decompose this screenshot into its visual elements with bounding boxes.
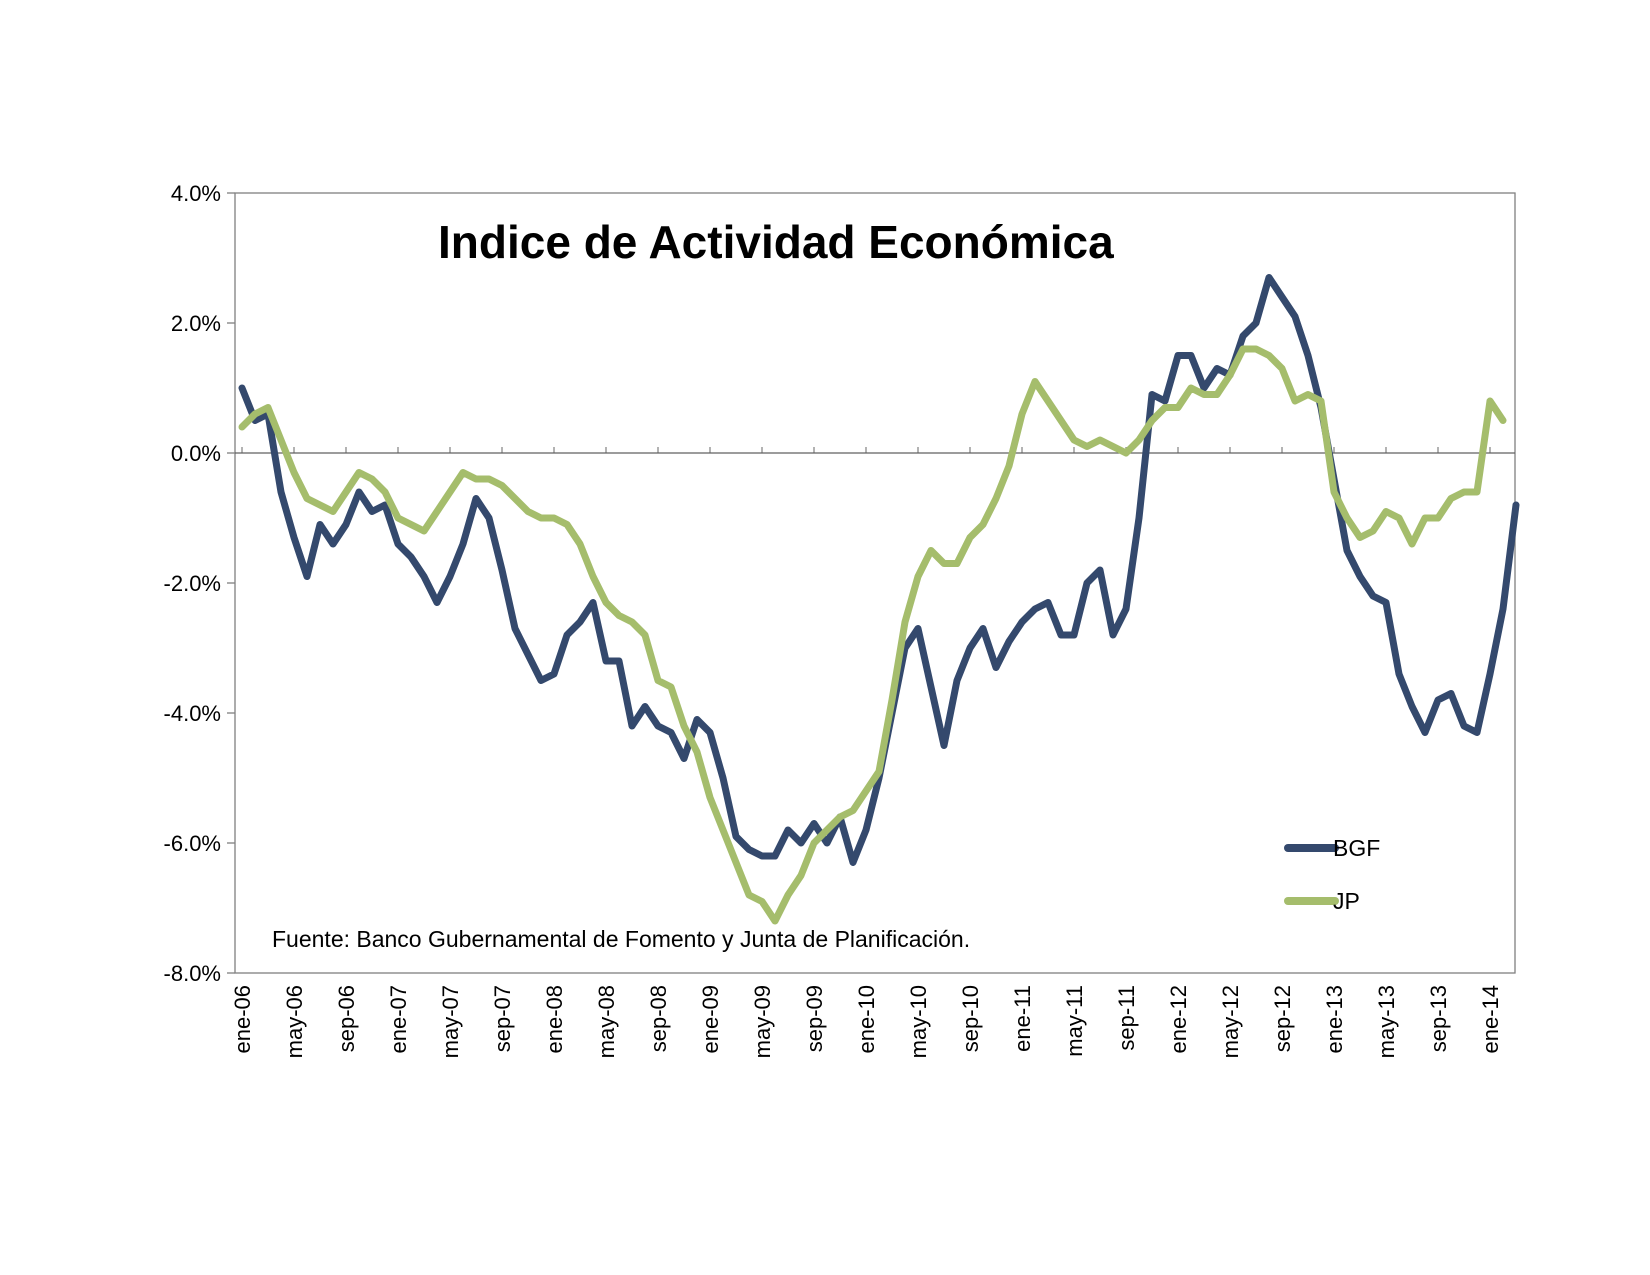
x-tick-label: may-07 [438,985,463,1058]
series-line-bgf [238,274,1520,866]
y-axis: 4.0% 2.0% 0.0% -2.0% -4.0% -6.0% -8.0% [164,181,235,986]
x-tick-label: ene-08 [542,985,567,1054]
y-tick-label: -8.0% [164,961,221,986]
x-tick-label: may-12 [1218,985,1243,1058]
series-line-jp [238,345,1507,925]
x-tick-label: ene-06 [230,985,255,1054]
x-tick-label: ene-11 [1010,985,1035,1052]
x-tick-label: may-13 [1374,985,1399,1058]
x-axis: ene-06 may-06 sep-06 ene-07 may-07 sep-07 ene-… [230,447,1503,1058]
y-tick-label: 4.0% [171,181,221,206]
x-tick-label: sep-09 [802,985,827,1052]
x-tick-label: may-08 [594,985,619,1058]
y-tick-label: -2.0% [164,571,221,596]
x-tick-label: sep-12 [1270,985,1295,1052]
x-tick-label: may-10 [906,985,931,1058]
y-tick-label: 2.0% [171,311,221,336]
x-tick-label: sep-06 [334,985,359,1052]
x-tick-label: may-06 [282,985,307,1058]
chart-title: Indice de Actividad Económica [438,216,1114,268]
y-tick-label: 0.0% [171,441,221,466]
series-layer [238,274,1520,925]
x-tick-label: sep-13 [1426,985,1451,1052]
source-note: Fuente: Banco Gubernamental de Fomento y… [272,926,970,952]
legend: BGF JP [1284,835,1380,914]
legend-label-jp: JP [1333,888,1360,914]
x-tick-label: sep-08 [646,985,671,1052]
x-tick-label: ene-14 [1478,985,1503,1054]
x-tick-label: ene-10 [854,985,879,1054]
x-tick-label: sep-07 [490,985,515,1052]
x-tick-label: ene-12 [1166,985,1191,1054]
x-tick-label: sep-10 [958,985,983,1052]
legend-label-bgf: BGF [1333,835,1380,861]
x-tick-label: may-09 [750,985,775,1058]
y-tick-label: -6.0% [164,831,221,856]
x-tick-label: sep-11 [1114,985,1139,1051]
x-tick-label: ene-07 [386,985,411,1054]
x-tick-label: ene-13 [1322,985,1347,1054]
x-tick-label: ene-09 [698,985,723,1054]
x-tick-label: may-11 [1062,985,1087,1057]
y-tick-label: -4.0% [164,701,221,726]
